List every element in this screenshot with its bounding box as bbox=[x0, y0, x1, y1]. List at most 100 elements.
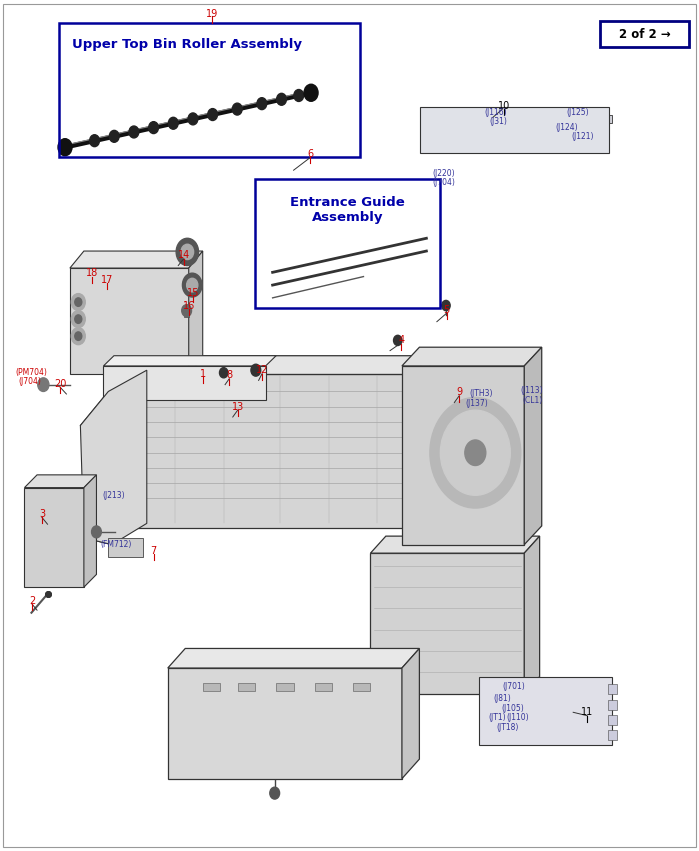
Text: (J213): (J213) bbox=[103, 491, 125, 500]
Text: 18: 18 bbox=[86, 268, 99, 278]
Text: (J113): (J113) bbox=[520, 386, 542, 395]
Circle shape bbox=[394, 335, 402, 346]
Circle shape bbox=[92, 526, 101, 538]
Text: 11: 11 bbox=[581, 707, 593, 717]
Polygon shape bbox=[24, 488, 84, 587]
Circle shape bbox=[75, 315, 82, 323]
Text: 2: 2 bbox=[29, 596, 35, 606]
Polygon shape bbox=[524, 347, 542, 545]
Circle shape bbox=[430, 397, 521, 508]
Polygon shape bbox=[189, 251, 203, 374]
Polygon shape bbox=[168, 668, 402, 779]
Polygon shape bbox=[103, 356, 276, 366]
Polygon shape bbox=[70, 268, 189, 374]
Text: 7: 7 bbox=[151, 545, 157, 556]
Text: (J220): (J220) bbox=[432, 169, 454, 178]
Circle shape bbox=[208, 109, 217, 121]
Text: (FM712): (FM712) bbox=[100, 540, 131, 549]
Text: 5: 5 bbox=[444, 305, 449, 315]
Text: 20: 20 bbox=[54, 379, 66, 389]
Polygon shape bbox=[402, 366, 524, 545]
Polygon shape bbox=[608, 730, 617, 740]
Circle shape bbox=[38, 378, 49, 391]
Polygon shape bbox=[608, 700, 617, 710]
Text: 19: 19 bbox=[206, 9, 218, 19]
Text: 8: 8 bbox=[226, 370, 232, 380]
Polygon shape bbox=[370, 553, 524, 694]
Text: (J116): (J116) bbox=[484, 108, 507, 117]
Polygon shape bbox=[184, 306, 189, 317]
Polygon shape bbox=[203, 683, 220, 691]
Text: 16: 16 bbox=[182, 300, 195, 311]
Polygon shape bbox=[80, 370, 147, 545]
Polygon shape bbox=[420, 121, 430, 129]
Text: (J124): (J124) bbox=[556, 123, 578, 132]
Polygon shape bbox=[370, 536, 540, 553]
Circle shape bbox=[71, 328, 85, 345]
Circle shape bbox=[176, 238, 199, 266]
Text: 3: 3 bbox=[39, 509, 45, 519]
Polygon shape bbox=[238, 683, 255, 691]
Text: (J137): (J137) bbox=[466, 399, 489, 408]
Bar bbox=[59, 23, 360, 157]
Circle shape bbox=[232, 103, 242, 115]
Polygon shape bbox=[103, 366, 266, 400]
Text: 2 of 2 →: 2 of 2 → bbox=[619, 27, 670, 41]
Circle shape bbox=[75, 298, 82, 306]
Text: (J81): (J81) bbox=[493, 694, 511, 703]
Polygon shape bbox=[353, 683, 370, 691]
Text: 17: 17 bbox=[101, 275, 113, 285]
Text: 13: 13 bbox=[231, 402, 244, 412]
Circle shape bbox=[219, 368, 228, 378]
Text: (J110): (J110) bbox=[506, 713, 528, 722]
Text: (JT1): (JT1) bbox=[489, 713, 506, 722]
Circle shape bbox=[89, 134, 99, 146]
Text: (J125): (J125) bbox=[566, 108, 589, 117]
Text: 12: 12 bbox=[256, 365, 268, 375]
Circle shape bbox=[58, 139, 72, 156]
Text: (JT18): (JT18) bbox=[496, 723, 519, 732]
Text: (J704): (J704) bbox=[432, 179, 455, 187]
Polygon shape bbox=[315, 683, 332, 691]
Polygon shape bbox=[524, 536, 540, 694]
Circle shape bbox=[187, 278, 198, 292]
Circle shape bbox=[188, 113, 198, 125]
Circle shape bbox=[109, 130, 119, 142]
Circle shape bbox=[257, 98, 267, 110]
Text: Upper Top Bin Roller Assembly: Upper Top Bin Roller Assembly bbox=[72, 38, 302, 51]
Text: 14: 14 bbox=[178, 250, 190, 260]
Polygon shape bbox=[24, 475, 96, 488]
Polygon shape bbox=[136, 356, 430, 374]
Text: 9: 9 bbox=[456, 387, 462, 397]
Text: 4: 4 bbox=[398, 335, 404, 346]
Polygon shape bbox=[108, 538, 143, 557]
Polygon shape bbox=[402, 648, 419, 779]
Text: 10: 10 bbox=[498, 100, 510, 111]
Circle shape bbox=[440, 410, 510, 495]
Circle shape bbox=[182, 273, 202, 297]
Circle shape bbox=[251, 364, 261, 376]
Polygon shape bbox=[168, 648, 419, 668]
Polygon shape bbox=[479, 677, 612, 745]
Text: (J121): (J121) bbox=[572, 132, 594, 140]
Polygon shape bbox=[608, 684, 617, 694]
Text: (J105): (J105) bbox=[501, 704, 524, 712]
Text: Entrance Guide
Assembly: Entrance Guide Assembly bbox=[290, 196, 405, 224]
Text: (CL1): (CL1) bbox=[523, 397, 543, 405]
Circle shape bbox=[75, 332, 82, 340]
Bar bbox=[600, 21, 689, 47]
Circle shape bbox=[168, 117, 178, 129]
Circle shape bbox=[181, 244, 194, 260]
Polygon shape bbox=[608, 715, 617, 725]
Circle shape bbox=[71, 294, 85, 311]
Text: 1: 1 bbox=[200, 368, 206, 379]
Polygon shape bbox=[595, 132, 608, 140]
Bar bbox=[255, 179, 440, 308]
Text: (J704): (J704) bbox=[19, 377, 42, 386]
Circle shape bbox=[129, 126, 139, 138]
Polygon shape bbox=[412, 356, 430, 528]
Circle shape bbox=[149, 122, 159, 134]
Polygon shape bbox=[595, 115, 612, 123]
Text: (J701): (J701) bbox=[503, 683, 526, 691]
Polygon shape bbox=[70, 251, 203, 268]
